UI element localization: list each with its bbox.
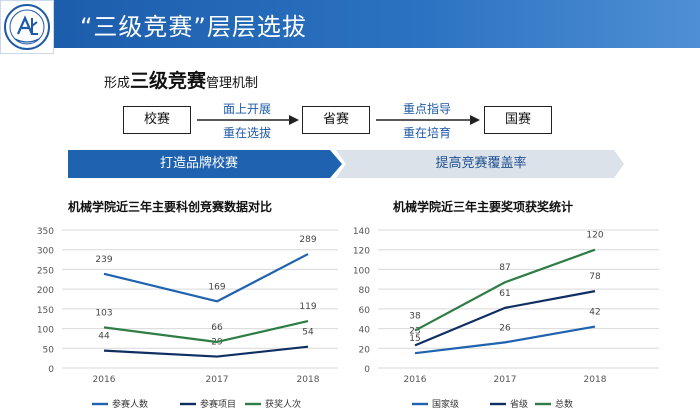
c1-data-label-参赛人数-2017: 169: [208, 282, 225, 292]
c2-data-label-省级-2018: 78: [589, 272, 601, 282]
c2-data-label-国家级-2018: 42: [589, 308, 600, 318]
c2-series-line-省级: [415, 291, 595, 345]
c1-data-label-参赛项目-2018: 54: [302, 328, 314, 338]
c1-ytick-0: 0: [48, 365, 54, 375]
c2-ytick-100: 100: [353, 266, 370, 276]
c2-legend-label-总数: 总数: [555, 398, 573, 410]
c1-series-line-参赛人数: [104, 254, 308, 301]
c2-legend-label-省级: 省级: [510, 398, 528, 410]
flow-arrow-2: [372, 113, 482, 127]
c2-data-label-总数-2017: 87: [499, 263, 510, 273]
chart2-title: 机械学院近三年主要奖项获奖统计: [393, 198, 643, 215]
c1-data-label-获奖人次-2018: 119: [299, 302, 316, 312]
banner-left-text: 打造品牌校赛: [68, 150, 330, 178]
c2-legend-label-国家级: 国家级: [432, 398, 459, 410]
flow-node-province: 省赛: [302, 106, 370, 134]
chart1-title: 机械学院近三年主要科创竞赛数据对比: [68, 198, 326, 215]
flow-arrow-1: [193, 113, 301, 127]
c1-data-label-参赛人数-2018: 289: [299, 235, 316, 245]
c2-data-label-总数-2016: 38: [409, 312, 421, 322]
logo-emblem-icon: [1, 1, 53, 53]
c1-legend-label-参赛人数: 参赛人数: [112, 398, 148, 410]
c1-data-label-获奖人次-2016: 103: [95, 308, 112, 318]
c2-data-label-总数-2018: 120: [586, 231, 603, 241]
c1-ytick-150: 150: [37, 306, 54, 316]
c1-ytick-50: 50: [43, 345, 55, 355]
subtitle-emphasis: 三级竞赛: [130, 70, 206, 92]
page-title: “三级竞赛”层层选拔: [80, 7, 307, 42]
c1-legend-label-获奖人次: 获奖人次: [265, 398, 301, 410]
subtitle-prefix: 形成: [104, 76, 130, 91]
c2-ytick-140: 140: [353, 227, 370, 237]
c1-ytick-350: 350: [37, 227, 54, 237]
c1-data-label-参赛人数-2016: 239: [95, 255, 112, 265]
c2-xtick-2017: 2017: [494, 375, 517, 385]
c1-xtick-2018: 2018: [297, 375, 320, 385]
c1-legend-label-参赛项目: 参赛项目: [200, 398, 236, 410]
c2-xtick-2018: 2018: [584, 375, 607, 385]
c1-ytick-200: 200: [37, 286, 54, 296]
mechanism-subtitle: 形成三级竞赛管理机制: [104, 66, 258, 93]
c1-ytick-300: 300: [37, 247, 54, 257]
subtitle-suffix: 管理机制: [206, 76, 258, 91]
c2-ytick-20: 20: [359, 345, 371, 355]
c1-xtick-2016: 2016: [93, 375, 116, 385]
banner-right-text: 提高竞赛覆盖率: [346, 150, 616, 178]
c2-ytick-0: 0: [364, 365, 370, 375]
school-logo: [0, 0, 54, 54]
c1-data-label-参赛项目-2016: 44: [98, 332, 110, 342]
c1-series-line-获奖人次: [104, 321, 308, 342]
c2-xtick-2016: 2016: [404, 375, 427, 385]
c1-ytick-100: 100: [37, 326, 54, 336]
c1-ytick-250: 250: [37, 266, 54, 276]
c2-ytick-60: 60: [359, 306, 371, 316]
c2-ytick-120: 120: [353, 247, 370, 257]
flow-node-national: 国赛: [484, 106, 552, 134]
chart1: 0 50 100 150 200 250 300 350 2016 2017 2018 239 169 2…: [20, 218, 360, 418]
flow-node-school: 校赛: [123, 106, 191, 134]
c1-xtick-2017: 2017: [206, 375, 229, 385]
c2-ytick-80: 80: [359, 286, 371, 296]
c2-data-label-省级-2017: 61: [499, 289, 510, 299]
c2-data-label-国家级-2017: 26: [499, 323, 511, 333]
c1-data-label-获奖人次-2017: 66: [211, 323, 223, 333]
c2-ytick-40: 40: [359, 326, 371, 336]
